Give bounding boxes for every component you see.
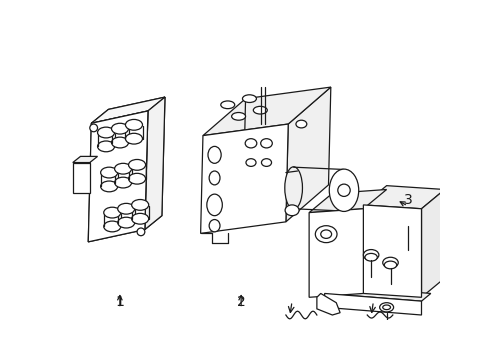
Ellipse shape [101,167,118,178]
Ellipse shape [364,253,377,261]
Ellipse shape [125,120,142,130]
Polygon shape [144,97,164,230]
Ellipse shape [111,123,128,134]
Ellipse shape [103,221,121,232]
Ellipse shape [128,159,145,170]
Ellipse shape [206,194,222,216]
Ellipse shape [242,95,256,103]
Ellipse shape [128,173,145,184]
Ellipse shape [137,228,144,236]
Polygon shape [73,163,90,193]
Ellipse shape [295,120,306,128]
Ellipse shape [111,137,128,148]
Ellipse shape [125,133,142,144]
Ellipse shape [245,159,256,166]
Ellipse shape [103,207,121,218]
Ellipse shape [328,169,358,211]
Ellipse shape [285,205,299,216]
Polygon shape [363,186,444,209]
Polygon shape [200,124,287,233]
Polygon shape [73,156,97,163]
Ellipse shape [260,139,272,148]
Ellipse shape [131,213,148,224]
Polygon shape [316,293,340,315]
Ellipse shape [131,199,148,210]
Polygon shape [88,111,148,242]
Ellipse shape [209,220,220,232]
Polygon shape [324,286,430,301]
Polygon shape [203,87,330,136]
Ellipse shape [97,141,114,152]
Ellipse shape [363,249,378,260]
Ellipse shape [220,101,234,109]
Polygon shape [144,97,164,230]
Polygon shape [363,205,421,297]
Ellipse shape [253,106,267,114]
Ellipse shape [337,184,349,197]
Polygon shape [91,97,164,123]
Ellipse shape [97,127,114,138]
Text: 2: 2 [236,296,245,309]
Ellipse shape [101,181,118,192]
Polygon shape [421,189,444,297]
Polygon shape [91,97,164,123]
Ellipse shape [207,147,221,163]
Ellipse shape [118,217,135,228]
Ellipse shape [379,303,393,312]
Ellipse shape [284,167,302,209]
Ellipse shape [114,163,131,174]
Ellipse shape [114,177,131,188]
Text: 1: 1 [115,296,124,309]
Ellipse shape [90,124,97,132]
Text: 3: 3 [403,193,411,207]
Ellipse shape [231,112,245,120]
Polygon shape [308,189,386,213]
Polygon shape [88,111,148,242]
Ellipse shape [384,261,396,269]
Polygon shape [324,293,421,315]
Ellipse shape [244,139,256,148]
Ellipse shape [320,230,331,238]
Ellipse shape [382,305,390,310]
Polygon shape [285,87,330,222]
Ellipse shape [261,159,271,166]
Polygon shape [308,209,363,297]
Ellipse shape [382,257,397,268]
Ellipse shape [209,171,220,185]
Ellipse shape [118,203,135,214]
Ellipse shape [315,226,336,243]
